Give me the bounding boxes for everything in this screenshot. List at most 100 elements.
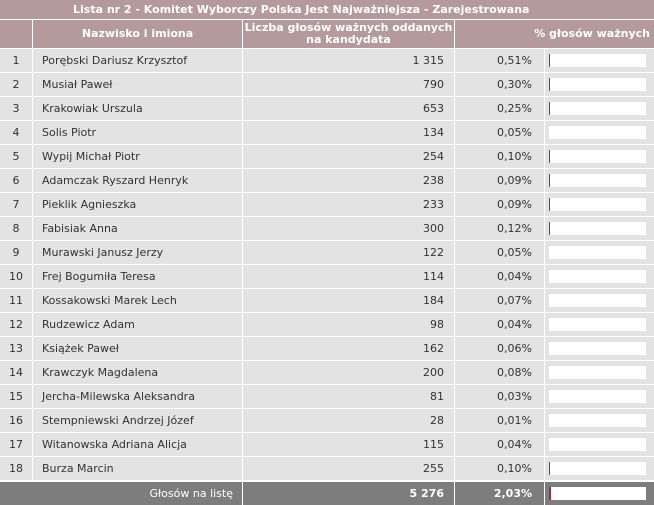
vote-percent: 0,10% [455,145,544,168]
footer-votes: 5 276 [243,482,454,505]
vote-percent: 0,30% [455,73,544,96]
vote-percent: 0,08% [455,361,544,384]
vote-percent: 0,01% [455,409,544,432]
vote-bar-cell [545,385,654,408]
candidate-name: Krawczyk Magdalena [33,361,242,384]
vote-bar-track [549,102,646,115]
row-number: 6 [0,169,32,192]
vote-count: 238 [243,169,454,192]
vote-bar-track [549,150,646,163]
vote-bar-track [549,294,646,307]
table-row: 16 Stempniewski Andrzej Józef 28 0,01% [0,409,654,432]
vote-bar-track [549,246,646,259]
vote-count: 300 [243,217,454,240]
candidate-name: Pieklik Agnieszka [33,193,242,216]
candidate-name: Burza Marcin [33,457,242,480]
vote-percent: 0,07% [455,289,544,312]
table-row: 8 Fabisiak Anna 300 0,12% [0,217,654,240]
vote-count: 98 [243,313,454,336]
row-number: 9 [0,241,32,264]
candidate-name: Książek Paweł [33,337,242,360]
vote-bar-cell [545,265,654,288]
header-name: Nazwisko i imiona [33,20,242,48]
candidate-name: Solis Piotr [33,121,242,144]
vote-bar-cell [545,49,654,72]
vote-percent: 0,03% [455,385,544,408]
vote-bar-cell [545,433,654,456]
vote-bar-cell [545,289,654,312]
row-number: 3 [0,97,32,120]
vote-bar-track [549,198,646,211]
row-number: 12 [0,313,32,336]
vote-bar-cell [545,121,654,144]
candidate-name: Jercha-Milewska Aleksandra [33,385,242,408]
vote-bar-track [549,390,646,403]
table-row: 5 Wypij Michał Piotr 254 0,10% [0,145,654,168]
candidate-name: Kossakowski Marek Lech [33,289,242,312]
row-number: 8 [0,217,32,240]
row-number: 15 [0,385,32,408]
vote-bar-cell [545,193,654,216]
row-number: 18 [0,457,32,480]
candidate-name: Witanowska Adriana Alicja [33,433,242,456]
footer-label: Głosów na listę [0,482,242,505]
vote-bar-track [549,318,646,331]
table-row: 6 Adamczak Ryszard Henryk 238 0,09% [0,169,654,192]
vote-bar-track [549,222,646,235]
vote-percent: 0,25% [455,97,544,120]
vote-bar-track [549,366,646,379]
vote-bar-track [549,54,646,67]
table-row: 1 Porębski Dariusz Krzysztof 1 315 0,51% [0,49,654,72]
candidate-name: Frej Bogumiła Teresa [33,265,242,288]
vote-count: 254 [243,145,454,168]
header-percent: % głosów ważnych [455,20,654,48]
vote-count: 200 [243,361,454,384]
vote-count: 255 [243,457,454,480]
vote-bar-cell [545,241,654,264]
vote-count: 790 [243,73,454,96]
vote-percent: 0,09% [455,169,544,192]
table-row: 13 Książek Paweł 162 0,06% [0,337,654,360]
vote-count: 81 [243,385,454,408]
vote-bar-track [549,174,646,187]
vote-count: 184 [243,289,454,312]
table-row: 3 Krakowiak Urszula 653 0,25% [0,97,654,120]
vote-percent: 0,05% [455,121,544,144]
row-number: 7 [0,193,32,216]
footer-bar-fill [549,487,551,500]
row-number: 1 [0,49,32,72]
row-number: 5 [0,145,32,168]
header-number [0,20,32,48]
vote-count: 115 [243,433,454,456]
candidate-name: Wypij Michał Piotr [33,145,242,168]
vote-bar-cell [545,409,654,432]
table-footer: Głosów na listę 5 276 2,03% [0,482,654,505]
vote-count: 122 [243,241,454,264]
row-number: 4 [0,121,32,144]
vote-bar-cell [545,337,654,360]
table-row: 4 Solis Piotr 134 0,05% [0,121,654,144]
vote-bar-track [549,414,646,427]
vote-percent: 0,12% [455,217,544,240]
candidate-name: Murawski Janusz Jerzy [33,241,242,264]
vote-percent: 0,09% [455,193,544,216]
table-row: 18 Burza Marcin 255 0,10% [0,457,654,480]
row-number: 11 [0,289,32,312]
vote-count: 653 [243,97,454,120]
row-number: 2 [0,73,32,96]
vote-bar-cell [545,145,654,168]
vote-bar-cell [545,313,654,336]
row-number: 14 [0,361,32,384]
vote-percent: 0,05% [455,241,544,264]
vote-bar-cell [545,97,654,120]
table-row: 10 Frej Bogumiła Teresa 114 0,04% [0,265,654,288]
vote-bar-track [549,270,646,283]
vote-bar-cell [545,73,654,96]
row-number: 13 [0,337,32,360]
table-row: 2 Musiał Paweł 790 0,30% [0,73,654,96]
row-number: 16 [0,409,32,432]
vote-count: 134 [243,121,454,144]
table-row: 9 Murawski Janusz Jerzy 122 0,05% [0,241,654,264]
vote-bar-track [549,342,646,355]
